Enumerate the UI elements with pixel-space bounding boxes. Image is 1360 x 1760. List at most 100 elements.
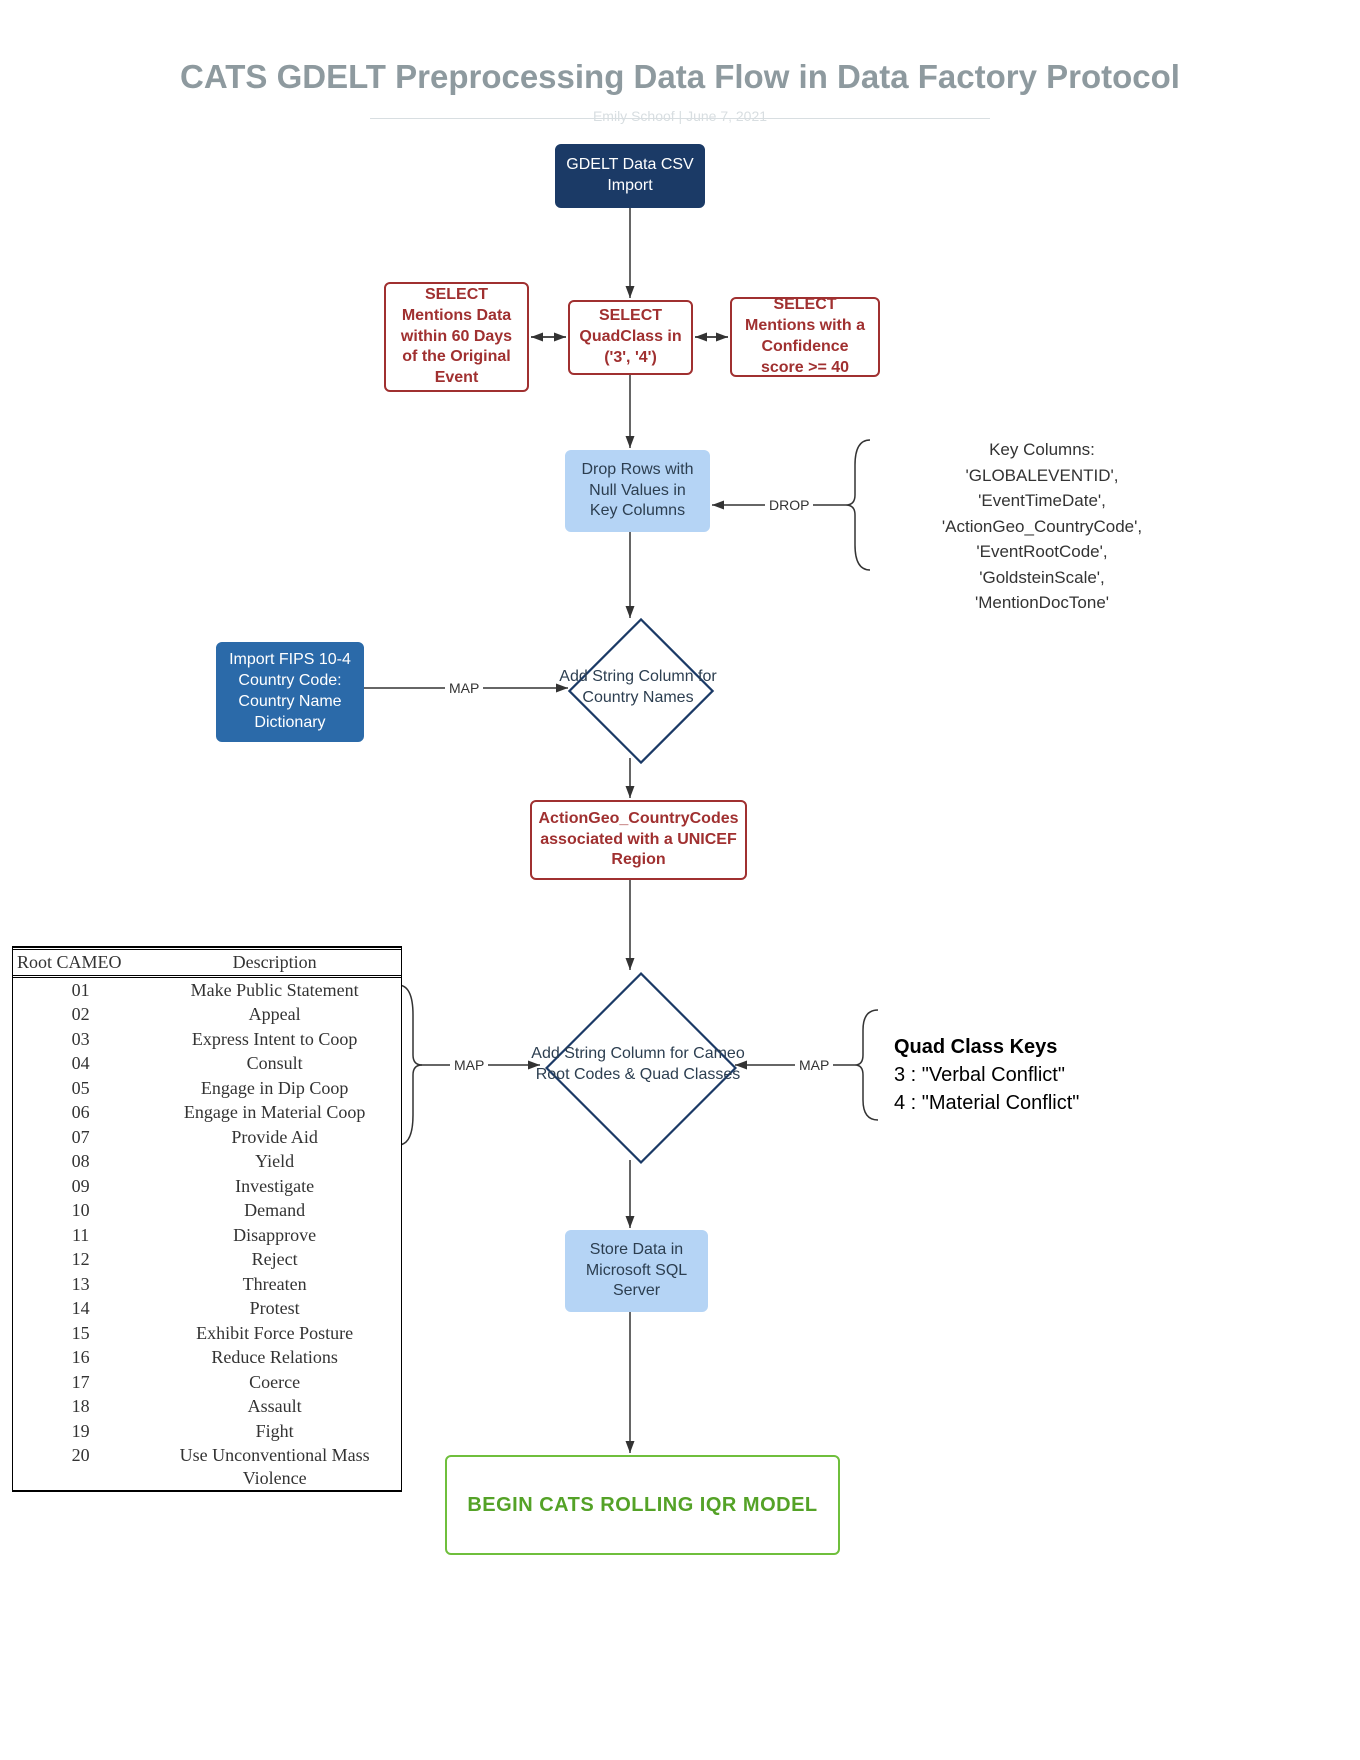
table-row: 07Provide Aid: [13, 1125, 401, 1150]
table-cell-desc: Reduce Relations: [148, 1345, 401, 1370]
table-cell-desc: Appeal: [148, 1002, 401, 1027]
key-columns-item: 'GoldsteinScale',: [922, 565, 1162, 591]
node-store-sql: Store Data in Microsoft SQL Server: [565, 1230, 708, 1312]
table-cell-code: 14: [13, 1296, 148, 1321]
table-row: 12Reject: [13, 1247, 401, 1272]
table-cell-desc: Use Unconventional Mass Violence: [148, 1443, 401, 1490]
table-row: 20Use Unconventional Mass Violence: [13, 1443, 401, 1491]
table-row: 19Fight: [13, 1419, 401, 1444]
table-cell-desc: Assault: [148, 1394, 401, 1419]
quad-keys-header: Quad Class Keys: [894, 1033, 1079, 1061]
quad-keys-item: 3 : "Verbal Conflict": [894, 1061, 1079, 1089]
table-cell-code: 06: [13, 1100, 148, 1125]
node-label: BEGIN CATS ROLLING IQR MODEL: [467, 1492, 817, 1518]
table-header-cell: Description: [148, 950, 401, 975]
table-row: 18Assault: [13, 1394, 401, 1419]
table-cell-desc: Engage in Material Coop: [148, 1100, 401, 1125]
table-row: 05Engage in Dip Coop: [13, 1076, 401, 1101]
table-cell-code: 05: [13, 1076, 148, 1101]
table-cell-desc: Engage in Dip Coop: [148, 1076, 401, 1101]
table-cell-code: 10: [13, 1198, 148, 1223]
node-select-confidence: SELECT Mentions with a Confidence score …: [730, 297, 880, 377]
table-cell-desc: Coerce: [148, 1370, 401, 1395]
table-row: 13Threaten: [13, 1272, 401, 1297]
table-cell-code: 02: [13, 1002, 148, 1027]
table-header-row: Root CAMEO Description: [13, 947, 401, 978]
table-row: 15Exhibit Force Posture: [13, 1321, 401, 1346]
edge-label-map-fips: MAP: [445, 680, 483, 696]
node-drop-nulls: Drop Rows with Null Values in Key Column…: [565, 450, 710, 532]
table-cell-code: 16: [13, 1345, 148, 1370]
table-row: 10Demand: [13, 1198, 401, 1223]
table-cell-desc: Yield: [148, 1149, 401, 1174]
node-label: Import FIPS 10-4 Country Code: Country N…: [225, 650, 355, 733]
node-label: Store Data in Microsoft SQL Server: [574, 1240, 699, 1302]
table-row: 01Make Public Statement: [13, 978, 401, 1003]
key-columns-annotation: Key Columns: 'GLOBALEVENTID', 'EventTime…: [922, 437, 1162, 616]
table-cell-code: 04: [13, 1051, 148, 1076]
table-cell-desc: Exhibit Force Posture: [148, 1321, 401, 1346]
diamond-add-country-column: Add String Column for Country Names: [572, 622, 704, 754]
table-cell-code: 11: [13, 1223, 148, 1248]
node-label: SELECT Mentions with a Confidence score …: [740, 295, 870, 378]
key-columns-header: Key Columns:: [922, 437, 1162, 463]
node-unicef-filter: ActionGeo_CountryCodes associated with a…: [530, 800, 747, 880]
table-cell-desc: Provide Aid: [148, 1125, 401, 1150]
diamond-label: Add String Column for Cameo Root Codes &…: [530, 1044, 746, 1086]
node-label: SELECT QuadClass in ('3', '4'): [578, 306, 683, 368]
key-columns-item: 'ActionGeo_CountryCode',: [922, 514, 1162, 540]
table-row: 14Protest: [13, 1296, 401, 1321]
node-fips-import: Import FIPS 10-4 Country Code: Country N…: [216, 642, 364, 742]
node-gdelt-import: GDELT Data CSV Import: [555, 144, 705, 208]
table-row: 08Yield: [13, 1149, 401, 1174]
edge-label-map-quad: MAP: [795, 1057, 833, 1073]
node-label: Drop Rows with Null Values in Key Column…: [574, 460, 701, 522]
table-cell-code: 07: [13, 1125, 148, 1150]
table-cell-code: 19: [13, 1419, 148, 1444]
table-row: 11Disapprove: [13, 1223, 401, 1248]
table-cell-code: 09: [13, 1174, 148, 1199]
node-select-quadclass: SELECT QuadClass in ('3', '4'): [568, 300, 693, 375]
table-cell-code: 20: [13, 1443, 148, 1490]
table-header-cell: Root CAMEO: [13, 950, 148, 975]
quad-keys-item: 4 : "Material Conflict": [894, 1089, 1079, 1117]
key-columns-item: 'EventTimeDate',: [922, 488, 1162, 514]
quad-keys-annotation: Quad Class Keys 3 : "Verbal Conflict" 4 …: [894, 1033, 1079, 1117]
table-row: 02Appeal: [13, 1002, 401, 1027]
table-cell-code: 13: [13, 1272, 148, 1297]
key-columns-item: 'GLOBALEVENTID',: [922, 463, 1162, 489]
table-cell-desc: Reject: [148, 1247, 401, 1272]
table-row: 09Investigate: [13, 1174, 401, 1199]
table-row: 16Reduce Relations: [13, 1345, 401, 1370]
table-row: 03Express Intent to Coop: [13, 1027, 401, 1052]
edge-label-map-cameo: MAP: [450, 1057, 488, 1073]
diamond-add-cameo-column: Add String Column for Cameo Root Codes &…: [548, 975, 728, 1155]
table-cell-desc: Express Intent to Coop: [148, 1027, 401, 1052]
diagram-canvas: CATS GDELT Preprocessing Data Flow in Da…: [0, 0, 1360, 1760]
key-columns-item: 'EventRootCode',: [922, 539, 1162, 565]
table-cell-code: 03: [13, 1027, 148, 1052]
table-cell-code: 12: [13, 1247, 148, 1272]
table-cell-code: 01: [13, 978, 148, 1003]
table-row: 17Coerce: [13, 1370, 401, 1395]
table-cell-desc: Protest: [148, 1296, 401, 1321]
edge-label-drop: DROP: [765, 497, 813, 513]
page-subtitle: Emily Schoof | June 7, 2021: [0, 108, 1360, 124]
node-label: GDELT Data CSV Import: [564, 155, 696, 197]
table-cell-code: 17: [13, 1370, 148, 1395]
node-label: ActionGeo_CountryCodes associated with a…: [539, 809, 739, 871]
key-columns-item: 'MentionDocTone': [922, 590, 1162, 616]
table-cell-code: 15: [13, 1321, 148, 1346]
table-cell-desc: Disapprove: [148, 1223, 401, 1248]
table-cell-code: 08: [13, 1149, 148, 1174]
page-title: CATS GDELT Preprocessing Data Flow in Da…: [0, 58, 1360, 96]
node-label: SELECT Mentions Data within 60 Days of t…: [394, 285, 519, 389]
table-row: 06Engage in Material Coop: [13, 1100, 401, 1125]
table-cell-desc: Investigate: [148, 1174, 401, 1199]
cameo-table: Root CAMEO Description 01Make Public Sta…: [12, 946, 402, 1492]
table-cell-desc: Fight: [148, 1419, 401, 1444]
table-cell-desc: Consult: [148, 1051, 401, 1076]
table-cell-code: 18: [13, 1394, 148, 1419]
node-select-60days: SELECT Mentions Data within 60 Days of t…: [384, 282, 529, 392]
table-row: 04Consult: [13, 1051, 401, 1076]
